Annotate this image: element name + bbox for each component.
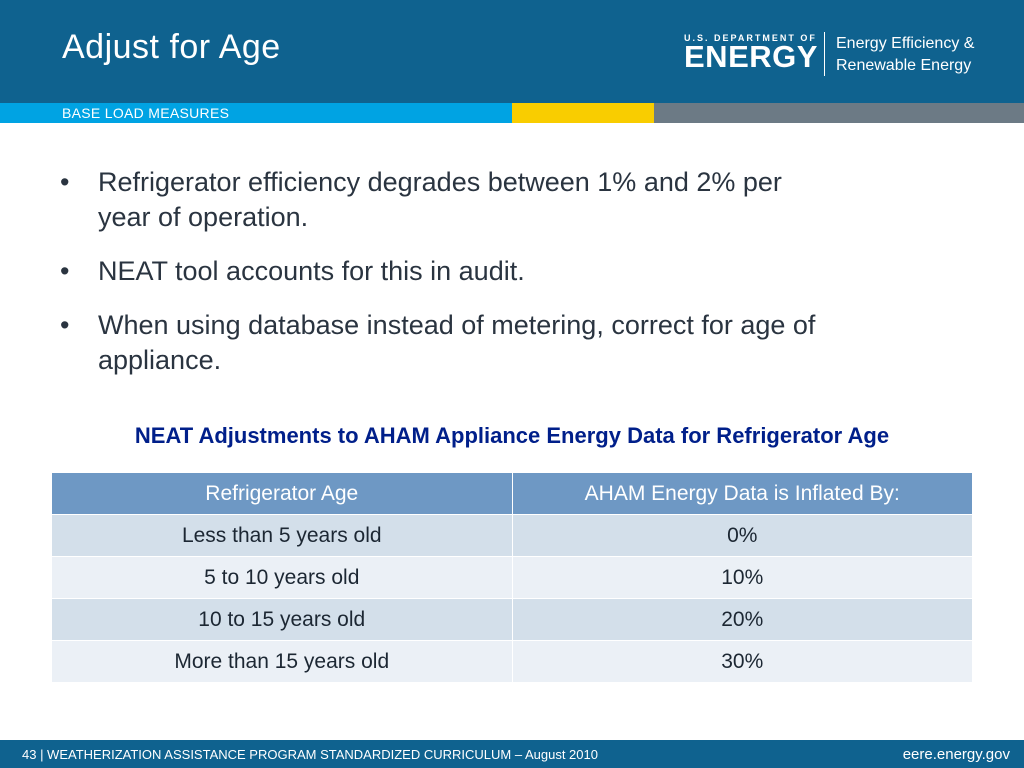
table-row: 10 to 15 years old 20%: [51, 598, 973, 641]
footer-caption: 43 | WEATHERIZATION ASSISTANCE PROGRAM S…: [22, 747, 598, 762]
footer-bar: [0, 740, 1024, 768]
column-header-inflation: AHAM Energy Data is Inflated By:: [511, 472, 973, 515]
cell-inflation: 20%: [511, 598, 973, 641]
table-row: Less than 5 years old 0%: [51, 514, 973, 557]
bullet-icon: •: [60, 310, 70, 340]
age-adjustment-table: Refrigerator Age AHAM Energy Data is Inf…: [51, 472, 973, 683]
cell-age: Less than 5 years old: [51, 514, 513, 557]
bullet-item: • When using database instead of metering…: [58, 308, 858, 378]
bullet-item: • Refrigerator efficiency degrades betwee…: [58, 165, 858, 235]
doe-logo-small-text: U.S. DEPARTMENT OF: [684, 33, 817, 43]
table-title: NEAT Adjustments to AHAM Appliance Energ…: [134, 423, 890, 448]
cell-age: 10 to 15 years old: [51, 598, 513, 641]
bullet-text: Refrigerator efficiency degrades between…: [98, 167, 782, 232]
cell-inflation: 10%: [511, 556, 973, 599]
band-yellow: [512, 103, 654, 123]
doe-logo-energy-text: ENERGY: [684, 39, 818, 74]
cell-inflation: 30%: [511, 640, 973, 683]
band-gray: [654, 103, 1024, 123]
header-bar: [0, 0, 1024, 103]
bullet-icon: •: [60, 167, 70, 197]
bullet-list: • Refrigerator efficiency degrades betwee…: [58, 165, 858, 397]
table-row: 5 to 10 years old 10%: [51, 556, 973, 599]
slide-title: Adjust for Age: [62, 28, 281, 66]
band-blue: [0, 103, 512, 123]
column-header-age: Refrigerator Age: [51, 472, 513, 515]
cell-age: 5 to 10 years old: [51, 556, 513, 599]
bullet-text: NEAT tool accounts for this in audit.: [98, 256, 525, 286]
bullet-item: • NEAT tool accounts for this in audit.: [58, 254, 858, 289]
bullet-icon: •: [60, 256, 70, 286]
eere-line-1: Energy Efficiency &: [836, 35, 975, 52]
footer-url: eere.energy.gov: [902, 746, 1010, 763]
logo-divider: [824, 32, 825, 76]
eere-line-2: Renewable Energy: [836, 57, 972, 74]
doe-logo: U.S. DEPARTMENT OF ENERGY: [684, 33, 818, 72]
section-label: BASE LOAD MEASURES: [62, 105, 230, 121]
bullet-text: When using database instead of metering,…: [98, 310, 816, 375]
cell-inflation: 0%: [511, 514, 973, 557]
table-row: More than 15 years old 30%: [51, 640, 973, 683]
table-header-row: Refrigerator Age AHAM Energy Data is Inf…: [51, 472, 973, 515]
cell-age: More than 15 years old: [51, 640, 513, 683]
eere-logo-text: Energy Efficiency & Renewable Energy: [836, 33, 974, 77]
